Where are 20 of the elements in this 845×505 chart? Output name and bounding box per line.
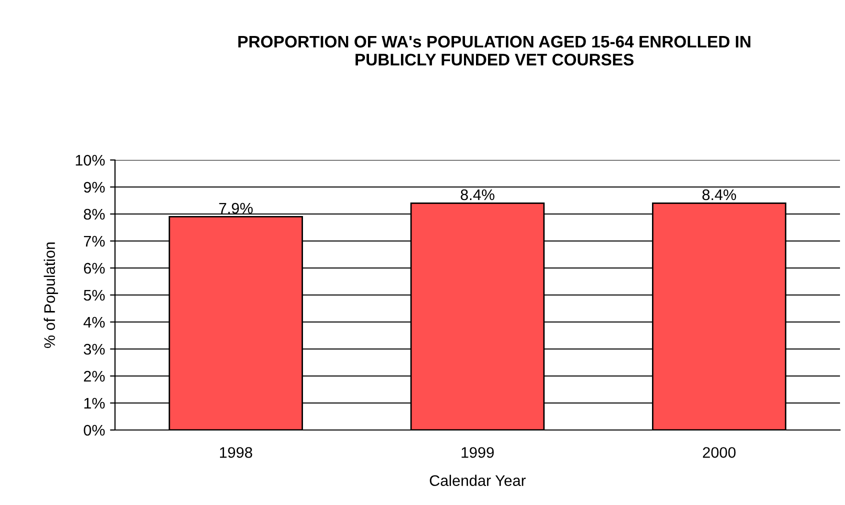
y-tick-label: 7% xyxy=(84,236,105,247)
y-axis-title: % of Population xyxy=(44,242,58,348)
y-tick-label: 3% xyxy=(84,344,105,355)
data-label: 7.9% xyxy=(219,202,253,214)
y-tick-label: 4% xyxy=(84,316,105,328)
y-tick-label: 5% xyxy=(84,290,105,301)
x-tick-label: 1998 xyxy=(220,447,252,458)
y-tick-label: 2% xyxy=(84,370,105,382)
data-label: 8.4% xyxy=(702,189,736,200)
y-tick-label: 1% xyxy=(84,398,105,409)
x-tick-label: 2000 xyxy=(702,447,736,458)
chart-title: PROPORTION OF WA's POPULATION AGED 15-64 ENROLLED IN PUBLICLY FUNDED VET COURSES xyxy=(238,36,750,66)
y-tick-label: 8% xyxy=(84,208,105,220)
x-tick-label: 1999 xyxy=(462,447,494,458)
y-tick-label: 0% xyxy=(84,424,105,436)
y-tick-label: 9% xyxy=(84,182,105,193)
data-label: 8.4% xyxy=(460,189,494,200)
y-tick-label: 10% xyxy=(76,154,105,166)
x-axis-title: Calendar Year xyxy=(430,474,526,486)
y-tick-label: 6% xyxy=(84,262,105,274)
